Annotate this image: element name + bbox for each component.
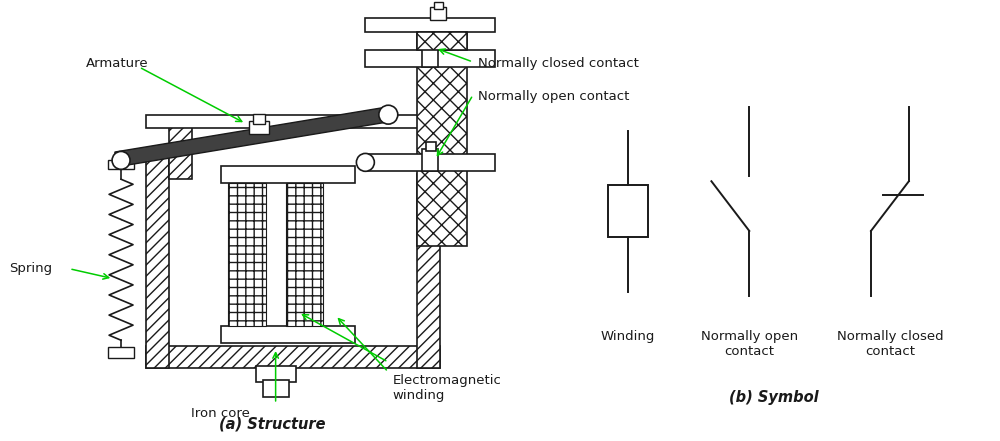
Text: Iron core: Iron core	[191, 407, 250, 420]
Text: Electromagnetic
winding: Electromagnetic winding	[392, 374, 501, 402]
Text: Winding: Winding	[600, 330, 655, 343]
Bar	[417, 32, 467, 50]
Text: Normally open contact: Normally open contact	[478, 90, 629, 103]
Text: Armature: Armature	[86, 57, 149, 71]
Circle shape	[379, 105, 398, 124]
Bar	[286, 183, 323, 326]
Bar	[365, 18, 495, 32]
Bar	[365, 50, 495, 67]
Bar	[263, 380, 289, 397]
Bar	[417, 22, 467, 246]
Bar	[256, 366, 296, 382]
Bar	[430, 7, 446, 20]
Bar	[146, 149, 169, 368]
Bar	[422, 45, 438, 67]
Bar	[221, 326, 355, 343]
Text: (a) Structure: (a) Structure	[219, 417, 326, 432]
Bar	[426, 38, 436, 47]
Polygon shape	[115, 106, 394, 167]
Bar	[108, 161, 134, 169]
Bar	[434, 2, 443, 9]
Bar	[365, 154, 495, 171]
Bar	[146, 346, 440, 368]
Bar	[417, 174, 440, 368]
Bar	[221, 166, 355, 183]
Text: Normally open
contact: Normally open contact	[701, 330, 798, 358]
Bar	[426, 142, 436, 151]
Bar	[169, 125, 192, 179]
Bar	[146, 115, 418, 127]
Bar	[228, 183, 266, 326]
Circle shape	[112, 151, 130, 169]
Circle shape	[356, 153, 374, 171]
Bar	[608, 185, 648, 237]
Text: Spring: Spring	[9, 262, 52, 275]
Text: (b) Symbol: (b) Symbol	[729, 390, 819, 405]
Bar	[253, 114, 265, 123]
Bar	[422, 149, 438, 171]
Text: Normally closed contact: Normally closed contact	[478, 57, 639, 71]
Text: Normally closed
contact: Normally closed contact	[837, 330, 943, 358]
Bar	[249, 121, 269, 134]
Bar	[108, 347, 134, 358]
